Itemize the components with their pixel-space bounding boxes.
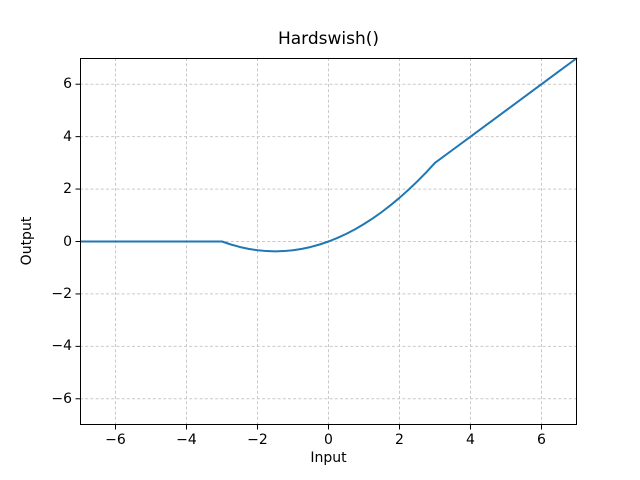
- y-tick-label: 6: [63, 76, 72, 93]
- x-tick-label: 6: [537, 432, 546, 448]
- chart-title: Hardswish(): [277, 29, 380, 49]
- x-tick-label: 4: [466, 432, 475, 448]
- x-tick-label: −6: [105, 432, 126, 448]
- plot-canvas: [75, 57, 578, 430]
- y-tick-label: 4: [63, 128, 72, 145]
- y-tick-label: 2: [63, 181, 72, 198]
- y-tick-label: −2: [51, 285, 72, 302]
- axes-spines: [80, 58, 577, 425]
- x-tick-label: −4: [176, 432, 197, 448]
- x-tick-label: 0: [324, 432, 333, 448]
- y-tick-label: −4: [51, 338, 72, 355]
- y-tick-label: 0: [63, 233, 72, 250]
- x-axis-label: Input: [310, 450, 347, 466]
- x-tick-label: 2: [395, 432, 404, 448]
- x-tick-label: −2: [247, 432, 268, 448]
- y-tick-label: −6: [51, 390, 72, 407]
- series-line-hardswish: [80, 57, 578, 253]
- plot-area: [75, 57, 578, 430]
